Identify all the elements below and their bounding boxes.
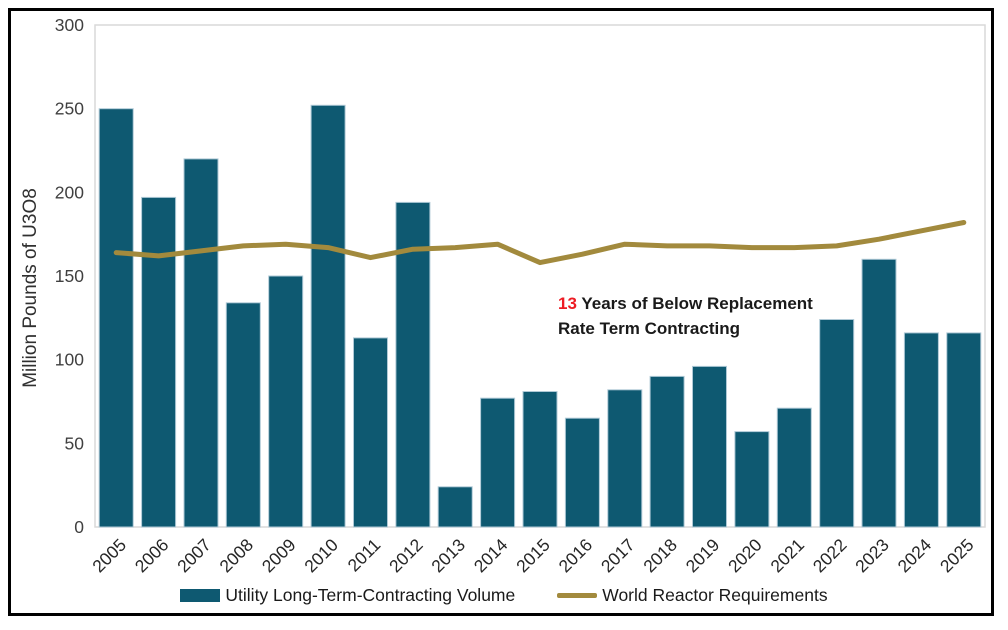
bar-2007 xyxy=(183,158,219,528)
bar-2010 xyxy=(310,104,346,528)
line-series-label: World Reactor Requirements xyxy=(602,585,828,605)
y-tick-label-100: 100 xyxy=(55,350,84,370)
bar-2017 xyxy=(607,389,643,528)
legend-item-bars: Utility Long-Term-Contracting Volume xyxy=(180,585,515,606)
x-tick-label-2009: 2009 xyxy=(258,535,300,577)
annotation-line2: Rate Term Contracting xyxy=(558,319,740,338)
x-tick-label-2008: 2008 xyxy=(215,535,257,577)
y-tick-label-300: 300 xyxy=(55,15,84,35)
bar-2019 xyxy=(692,365,727,528)
y-axis-title: Million Pounds of U3O8 xyxy=(20,188,41,388)
x-tick-label-2007: 2007 xyxy=(173,535,215,577)
x-tick-label-2012: 2012 xyxy=(385,535,427,577)
x-tick-label-2021: 2021 xyxy=(766,535,808,577)
bar-2005 xyxy=(98,108,134,528)
bar-2016 xyxy=(564,417,600,528)
x-tick-label-2018: 2018 xyxy=(639,535,681,577)
x-tick-label-2019: 2019 xyxy=(682,535,724,577)
bar-2020 xyxy=(734,431,770,528)
bar-2011 xyxy=(353,337,388,528)
x-tick-label-2014: 2014 xyxy=(470,535,512,577)
x-tick-label-2011: 2011 xyxy=(344,535,385,576)
legend-item-line: World Reactor Requirements xyxy=(557,585,828,606)
annotation-line1-text: Years of Below Replacement xyxy=(576,294,813,313)
bar-2006 xyxy=(141,196,177,528)
annotation-highlight: 13 xyxy=(558,294,577,313)
annotation-line1: 13 Years of Below Replacement xyxy=(558,291,813,316)
line-series-swatch xyxy=(557,593,598,598)
y-tick-label-50: 50 xyxy=(65,433,85,453)
x-tick-label-2020: 2020 xyxy=(724,535,766,577)
y-tick-label-0: 0 xyxy=(74,517,84,537)
annotation: 13 Years of Below Replacement Rate Term … xyxy=(558,291,813,341)
bar-2021 xyxy=(776,407,812,528)
bar-2009 xyxy=(268,275,304,528)
x-tick-label-2015: 2015 xyxy=(512,535,554,577)
bar-2014 xyxy=(480,397,516,528)
x-tick-label-2025: 2025 xyxy=(936,535,978,577)
x-tick-label-2016: 2016 xyxy=(555,535,597,577)
y-tick-label-150: 150 xyxy=(55,266,84,286)
x-tick-label-2017: 2017 xyxy=(597,535,639,577)
bar-2015 xyxy=(522,391,558,528)
y-tick-label-200: 200 xyxy=(55,182,84,202)
bar-2018 xyxy=(649,375,685,528)
bar-2008 xyxy=(225,302,261,528)
bar-2024 xyxy=(903,332,939,528)
legend: Utility Long-Term-Contracting Volume Wor… xyxy=(0,585,1008,606)
bar-2023 xyxy=(861,258,897,528)
bar-2022 xyxy=(819,319,855,528)
y-tick-label-250: 250 xyxy=(55,99,84,119)
bar-series-swatch xyxy=(180,589,221,602)
x-tick-label-2024: 2024 xyxy=(894,535,936,577)
x-tick-label-2005: 2005 xyxy=(88,535,130,577)
x-tick-label-2010: 2010 xyxy=(300,535,342,577)
bar-2013 xyxy=(437,486,473,528)
x-tick-label-2022: 2022 xyxy=(809,535,851,577)
bar-2012 xyxy=(395,201,431,528)
bar-series-label: Utility Long-Term-Contracting Volume xyxy=(225,585,516,605)
x-tick-label-2013: 2013 xyxy=(427,535,469,577)
x-tick-label-2006: 2006 xyxy=(131,535,173,577)
reactor-requirements-line xyxy=(113,220,967,266)
x-tick-label-2023: 2023 xyxy=(851,535,893,577)
bar-2025 xyxy=(946,332,982,528)
